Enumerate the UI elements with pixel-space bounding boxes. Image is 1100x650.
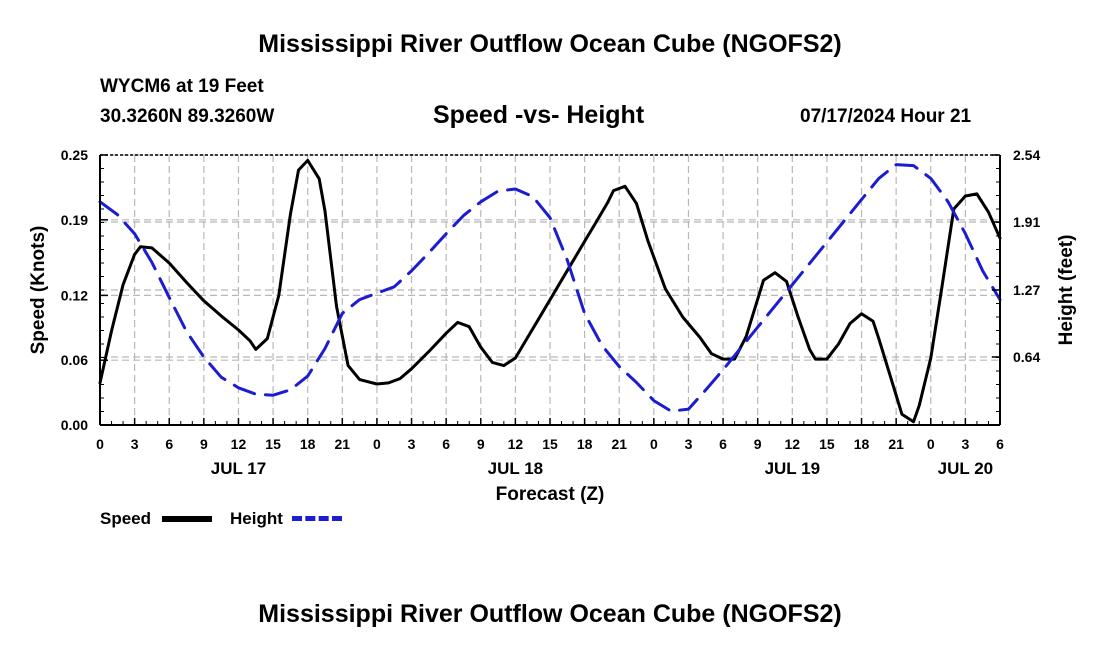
series-layer [98, 158, 1002, 424]
y-tick-label: 0.19 [61, 212, 88, 228]
y2-tick-label: 0.64 [1013, 349, 1040, 365]
y-tick-label: 0.06 [61, 352, 88, 368]
x-tick-label: 21 [335, 436, 351, 452]
y-axis-title: Speed (Knots) [28, 226, 49, 355]
chart-main-title: Mississippi River Outflow Ocean Cube (NG… [258, 30, 842, 58]
y-tick-label: 0.25 [61, 147, 88, 163]
y2-tick-label: 2.54 [1013, 147, 1040, 163]
x-tick-label: 21 [888, 436, 904, 452]
y2-tick-label: 1.27 [1013, 282, 1040, 298]
x-tick-label: 15 [265, 436, 281, 452]
x-tick-label: 15 [819, 436, 835, 452]
x-tick-label: 12 [508, 436, 524, 452]
x-tick-label: 3 [961, 436, 969, 452]
x-tick-label: 18 [577, 436, 593, 452]
repeated-chart-title: Mississippi River Outflow Ocean Cube (NG… [258, 600, 842, 628]
y-tick-label: 0.12 [61, 287, 88, 303]
x-tick-label: 9 [200, 436, 208, 452]
axes [99, 154, 1001, 426]
chart-subtitle: Speed -vs- Height [433, 101, 645, 129]
x-tick-label: 3 [131, 436, 139, 452]
x-tick-label: 0 [927, 436, 935, 452]
x-tick-label: 0 [373, 436, 381, 452]
x-axis-title: Forecast (Z) [496, 484, 605, 505]
x-tick-label: 9 [754, 436, 762, 452]
y2-axis-title: Height (feet) [1056, 235, 1077, 346]
axis-labels: 0 3 6 9 12 15 18 21 0 3 6 9 12 15 18 21 0 3 6 9 12 15 18 21 0 3 6J… [28, 147, 1077, 505]
legend-speed-label: Speed [100, 509, 152, 528]
date-label: JUL 17 [211, 459, 266, 478]
forecast-datetime: 07/17/2024 Hour 21 [800, 106, 972, 127]
x-tick-label: 6 [442, 436, 450, 452]
date-label: JUL 18 [488, 459, 543, 478]
station-coordinates: 30.3260N 89.3260W [100, 106, 275, 127]
x-tick-label: 18 [300, 436, 316, 452]
x-tick-label: 9 [477, 436, 485, 452]
x-tick-label: 6 [165, 436, 173, 452]
x-tick-label: 21 [611, 436, 627, 452]
speed-series-line [98, 158, 1002, 424]
x-tick-label: 3 [685, 436, 693, 452]
x-tick-label: 6 [719, 436, 727, 452]
x-tick-label: 18 [854, 436, 870, 452]
x-tick-label: 3 [408, 436, 416, 452]
x-tick-label: 12 [231, 436, 247, 452]
x-tick-label: 12 [785, 436, 801, 452]
x-tick-label: 0 [650, 436, 658, 452]
height-series-line [98, 163, 1002, 413]
legend-speed-swatch [162, 516, 212, 522]
x-tick-label: 15 [542, 436, 558, 452]
x-tick-label: 0 [96, 436, 104, 452]
y2-tick-label: 1.91 [1013, 214, 1040, 230]
x-tick-label: 6 [996, 436, 1004, 452]
legend-height-swatch [292, 516, 342, 521]
date-label: JUL 19 [765, 459, 820, 478]
station-label: WYCM6 at 19 Feet [100, 76, 264, 97]
date-label: JUL 20 [938, 459, 993, 478]
y-tick-label: 0.00 [61, 417, 88, 433]
legend-height-label: Height [230, 509, 283, 528]
